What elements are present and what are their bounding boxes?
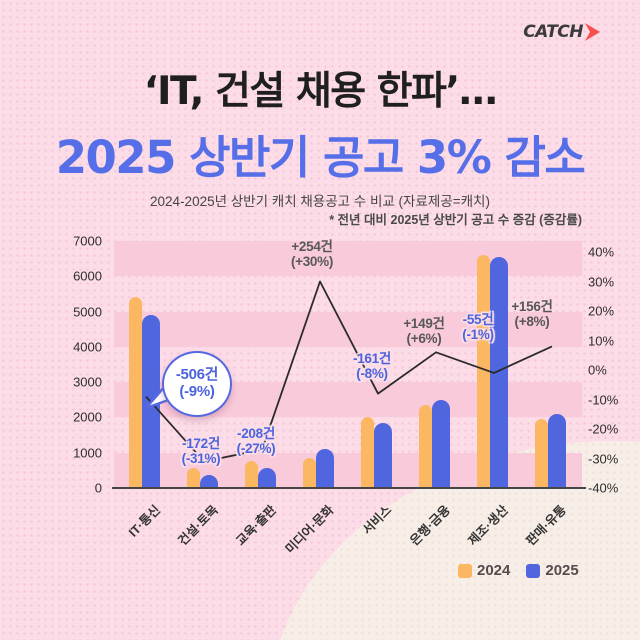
bar-2024-1: [129, 297, 142, 488]
annotation-2: -172건 (-31%): [181, 436, 221, 466]
right-axis-tick: 40%: [588, 244, 615, 260]
catch-logo: CATCH: [523, 22, 600, 42]
annotation-8: +156건 (+8%): [511, 299, 553, 329]
annotation-6: +149건 (+6%): [403, 316, 445, 346]
right-axis-tick: 10%: [588, 333, 615, 348]
catch-logo-text: CATCH: [523, 22, 583, 42]
legend-swatch-2024: [458, 563, 472, 578]
right-axis-tick: -30%: [588, 451, 619, 466]
left-axis-tick: 0: [94, 480, 102, 496]
page-title-line1: ‘IT, 건설 채용 한파’…: [143, 69, 498, 114]
bar-2025-4: [316, 449, 334, 488]
bar-2024-4: [303, 458, 316, 488]
right-axis-tick: -40%: [588, 480, 619, 496]
bar-2024-3: [245, 460, 258, 488]
bar-2025-3: [258, 468, 276, 488]
bar-2024-8: [535, 419, 548, 488]
right-axis-tick: -20%: [588, 421, 619, 437]
bar-2024-2: [187, 468, 200, 488]
left-axis-tick: 1000: [73, 445, 102, 461]
chart-legend: 2024 2025: [458, 562, 579, 579]
legend-swatch-2025: [526, 563, 541, 578]
legend-label-2025: 2025: [545, 562, 579, 579]
left-axis-tick: 5000: [73, 304, 102, 320]
bar-2025-7: [490, 257, 508, 488]
x-axis-line: [112, 487, 586, 490]
bar-2025-2: [200, 474, 218, 488]
annotation-bubble: [162, 351, 232, 417]
bar-2024-7: [477, 255, 490, 488]
annotation-3: -208건 (-27%): [236, 426, 276, 456]
bar-2025-6: [432, 399, 450, 488]
right-axis-tick: 30%: [588, 274, 615, 289]
right-axis-tick: 20%: [588, 303, 615, 319]
annotation-4: +254건 (+30%): [290, 239, 334, 269]
legend-item-2025: 2025: [526, 562, 579, 579]
bar-2025-5: [374, 422, 392, 488]
annotation-5: -161건 (-8%): [353, 351, 391, 381]
bar-2024-5: [361, 416, 374, 488]
right-axis-tick: -10%: [588, 392, 619, 407]
left-axis-tick: 6000: [73, 268, 102, 284]
page-title-line2: 2025 상반기 공고 3% 감소: [55, 131, 586, 184]
legend-item-2024: 2024: [458, 562, 510, 579]
bar-2025-8: [548, 413, 566, 488]
legend-label-2024: 2024: [477, 562, 511, 579]
left-axis-tick: 4000: [73, 339, 102, 355]
annotation-bubble-text: -506건 (-9%): [175, 366, 219, 400]
left-axis-tick: 3000: [73, 374, 102, 390]
catch-logo-arrow-icon: [585, 23, 600, 41]
chart-note: * 전년 대비 2025년 상반기 공고 수 증감 (증감률): [329, 213, 582, 227]
left-axis-tick: 7000: [73, 233, 102, 249]
page-subtitle: 2024-2025년 상반기 캐치 채용공고 수 비교 (자료제공=캐치): [150, 194, 490, 209]
left-axis-tick: 2000: [73, 409, 102, 425]
annotation-7: -55건 (-1%): [462, 312, 494, 342]
right-axis-tick: 0%: [588, 362, 607, 378]
bar-2024-6: [419, 405, 432, 488]
